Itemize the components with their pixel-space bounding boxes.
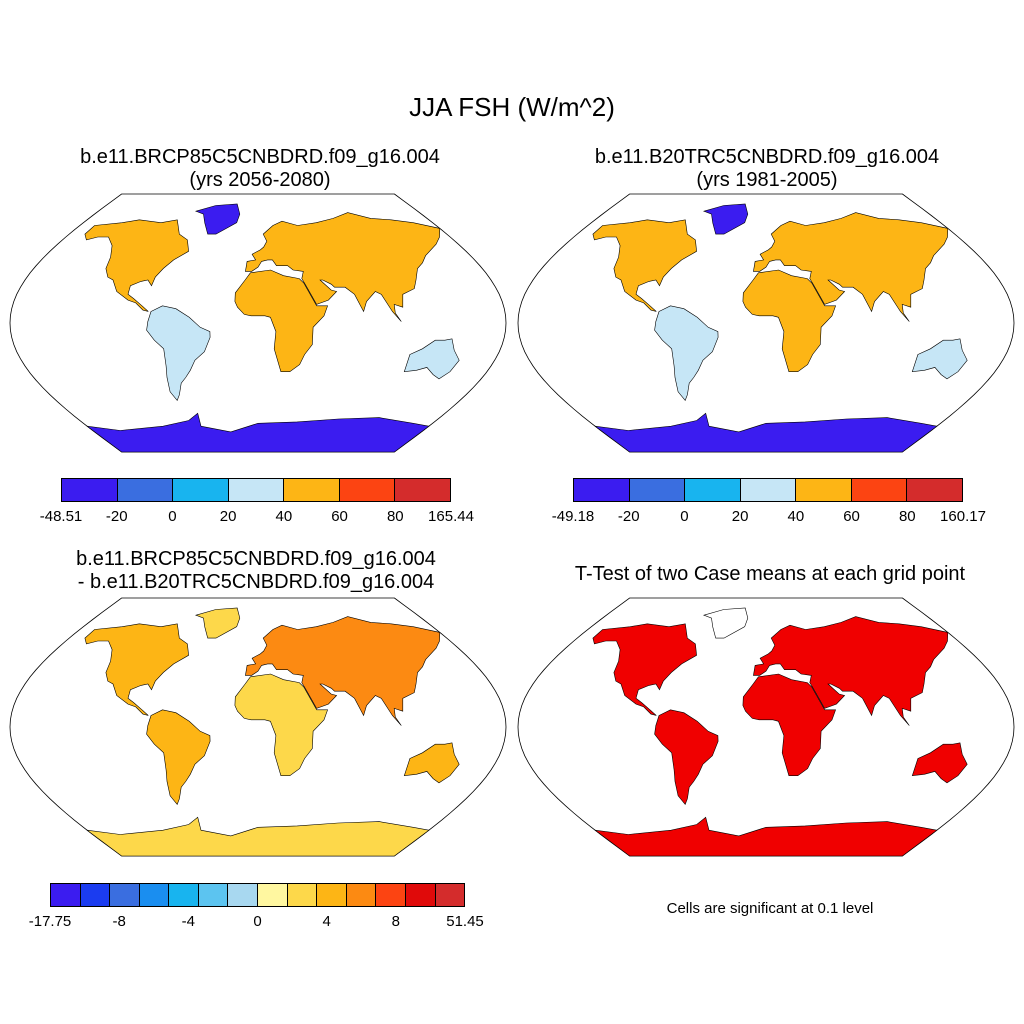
panel3-title-line1: b.e11.BRCP85C5CNBDRD.f09_g16.004 (76, 548, 436, 570)
colorbar-tick-label: -48.51 (39, 508, 83, 525)
colorbar-tick-label: 8 (391, 913, 400, 930)
colorbar-tick-label: -4 (181, 913, 195, 930)
colorbar-tick-label: 80 (898, 508, 916, 525)
panel2-map (517, 193, 1015, 453)
panel4-title: T-Test of two Case means at each grid po… (520, 563, 1020, 586)
colorbar-tick-label: 0 (680, 508, 689, 525)
colorbar-swatch (228, 479, 285, 501)
colorbar-swatch (110, 884, 140, 906)
landmass-samerica (146, 305, 211, 401)
landmass-antarctica (86, 816, 430, 857)
landmass-antarctica (594, 816, 938, 857)
landmass-eurasia (245, 212, 441, 322)
colorbar-swatch (62, 479, 118, 501)
colorbar-swatch (629, 479, 686, 501)
colorbar-tick-label: 165.44 (428, 508, 474, 525)
colorbar-swatch (346, 884, 377, 906)
panel2-colorbar (573, 478, 963, 502)
colorbar-tick-label: -17.75 (28, 913, 72, 930)
panel2-title-line1: b.e11.B20TRC5CNBDRD.f09_g16.004 (594, 146, 940, 168)
landmass-australia (911, 742, 968, 784)
landmass-antarctica (86, 412, 430, 453)
figure-title: JJA FSH (W/m^2) (409, 92, 615, 122)
colorbar-tick-label: 60 (331, 508, 348, 525)
landmass-eurasia (753, 616, 949, 726)
landmass-africa (742, 673, 837, 776)
colorbar-swatch (435, 884, 465, 906)
colorbar-tick-label: 0 (168, 508, 177, 525)
panel4-title-line1: T-Test of two Case means at each grid po… (574, 563, 966, 585)
colorbar-swatch (574, 479, 630, 501)
landmass-namerica (592, 219, 697, 312)
landmass-namerica (592, 623, 697, 716)
panel1-title: b.e11.BRCP85C5CNBDRD.f09_g16.004 (yrs 20… (20, 146, 500, 192)
colorbar-tick-label: 160.17 (940, 508, 986, 525)
colorbar-swatch (287, 884, 318, 906)
colorbar-swatch (139, 884, 170, 906)
colorbar-swatch (317, 884, 347, 906)
colorbar-swatch (198, 884, 229, 906)
panel3-title: b.e11.BRCP85C5CNBDRD.f09_g16.004 - b.e11… (16, 548, 496, 594)
panel3-map (9, 597, 507, 857)
colorbar-tick-label: -8 (112, 913, 126, 930)
colorbar-swatch (376, 884, 406, 906)
landmass-samerica (146, 709, 211, 805)
landmass-samerica (654, 305, 719, 401)
colorbar-tick-label: 51.45 (446, 913, 484, 930)
panel2-title: b.e11.B20TRC5CNBDRD.f09_g16.004 (yrs 198… (527, 146, 1007, 192)
colorbar-swatch (405, 884, 436, 906)
panel1-title-line2: (yrs 2056-2080) (189, 169, 331, 191)
colorbar-swatch (258, 884, 288, 906)
colorbar-swatch (117, 479, 174, 501)
colorbar-swatch (80, 884, 111, 906)
panel2-title-line2: (yrs 1981-2005) (696, 169, 838, 191)
colorbar-tick-label: 20 (219, 508, 237, 525)
landmass-namerica (84, 219, 189, 312)
colorbar-swatch (907, 479, 963, 501)
landmass-greenland (702, 607, 749, 639)
panel1-title-line1: b.e11.BRCP85C5CNBDRD.f09_g16.004 (80, 146, 440, 168)
colorbar-swatch (173, 479, 229, 501)
colorbar-tick-label: -20 (105, 508, 128, 525)
colorbar-swatch (339, 479, 396, 501)
colorbar-swatch (228, 884, 259, 906)
colorbar-swatch (169, 884, 199, 906)
panel3-colorbar (50, 883, 465, 907)
colorbar-tick-label: 60 (843, 508, 860, 525)
panel4-map (517, 597, 1015, 857)
colorbar-swatch (685, 479, 741, 501)
colorbar-tick-label: 4 (322, 913, 331, 930)
colorbar-tick-label: -20 (617, 508, 640, 525)
colorbar-swatch (51, 884, 81, 906)
colorbar-swatch (284, 479, 340, 501)
colorbar-tick-label: 80 (386, 508, 404, 525)
landmass-greenland (702, 203, 749, 235)
landmass-africa (742, 269, 837, 372)
colorbar-tick-label: 20 (731, 508, 749, 525)
colorbar-swatch (395, 479, 451, 501)
colorbar-swatch (796, 479, 852, 501)
landmass-australia (403, 742, 460, 784)
landmass-eurasia (245, 616, 441, 726)
landmass-namerica (84, 623, 189, 716)
panel1-map (9, 193, 507, 453)
landmass-antarctica (594, 412, 938, 453)
panel3-title-line2: - b.e11.B20TRC5CNBDRD.f09_g16.004 (77, 571, 435, 593)
landmass-australia (911, 338, 968, 380)
colorbar-swatch (851, 479, 908, 501)
panel1-colorbar (61, 478, 451, 502)
colorbar-tick-label: -49.18 (551, 508, 595, 525)
colorbar-swatch (740, 479, 797, 501)
landmass-australia (403, 338, 460, 380)
landmass-greenland (194, 607, 241, 639)
colorbar-tick-label: 0 (253, 913, 262, 930)
colorbar-tick-label: 40 (787, 508, 805, 525)
landmass-greenland (194, 203, 241, 235)
colorbar-tick-label: 40 (275, 508, 293, 525)
landmass-eurasia (753, 212, 949, 322)
landmass-africa (234, 269, 329, 372)
landmass-africa (234, 673, 329, 776)
landmass-samerica (654, 709, 719, 805)
significance-note: Cells are significant at 0.1 level (666, 900, 874, 917)
